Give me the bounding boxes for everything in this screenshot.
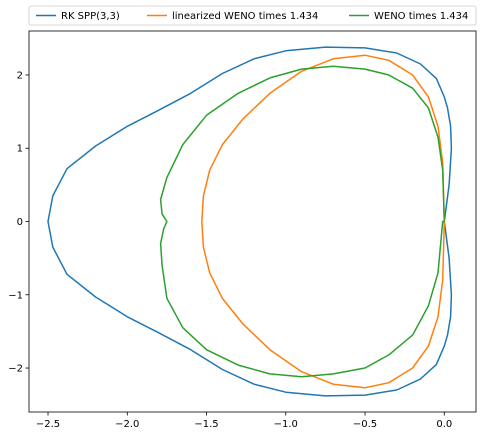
- x-tick-label: −1.5: [194, 419, 218, 430]
- x-axis-ticks: −2.5 −2.0 −1.5 −1.0 −0.5 0.0: [36, 412, 452, 430]
- y-tick-label: −1: [8, 290, 23, 301]
- series-line-0: [48, 47, 451, 396]
- x-tick-label: 0.0: [436, 419, 452, 430]
- x-tick-label: −0.5: [353, 419, 377, 430]
- x-tick-label: −2.5: [36, 419, 60, 430]
- y-axis-ticks: −2 −1 0 1 2: [8, 70, 29, 374]
- legend-label-1: linearized WENO times 1.434: [172, 11, 318, 22]
- series-line-2: [161, 66, 445, 377]
- y-tick-label: 1: [17, 144, 23, 155]
- legend-label-2: WENO times 1.434: [374, 11, 468, 22]
- x-tick-label: −1.0: [274, 419, 298, 430]
- legend-label-0: RK SPP(3,3): [61, 11, 120, 22]
- series-line-1: [202, 55, 444, 388]
- y-tick-label: −2: [8, 364, 23, 375]
- y-tick-label: 2: [17, 70, 23, 81]
- y-tick-label: 0: [17, 217, 23, 228]
- legend: RK SPP(3,3) linearized WENO times 1.434 WE…: [29, 6, 476, 25]
- x-tick-label: −2.0: [115, 419, 139, 430]
- axes-frame: [29, 31, 476, 412]
- plot-lines: [48, 47, 451, 396]
